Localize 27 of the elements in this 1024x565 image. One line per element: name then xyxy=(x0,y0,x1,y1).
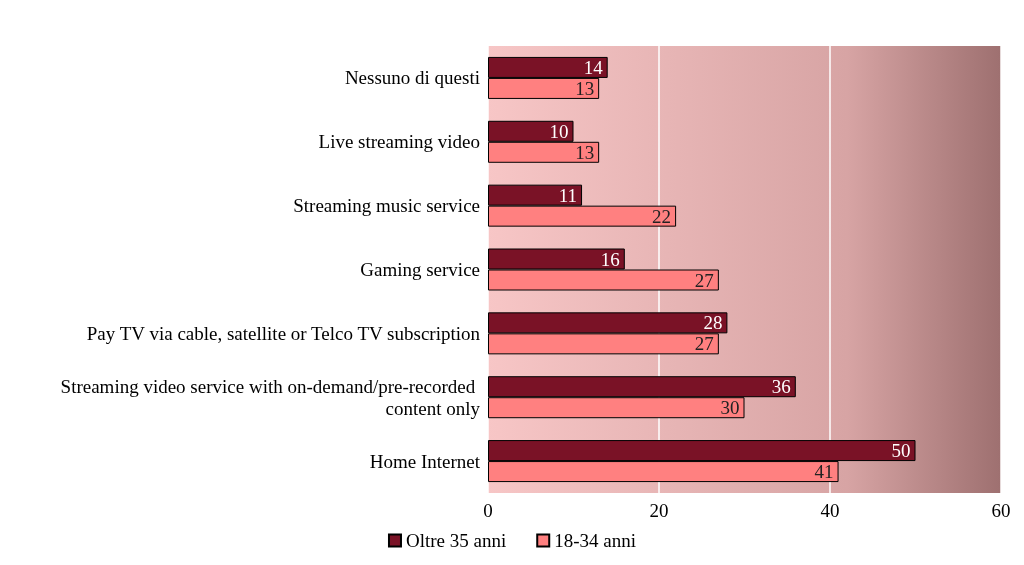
x-tick-label: 40 xyxy=(820,500,840,521)
data-label: 36 xyxy=(771,376,791,398)
data-label: 27 xyxy=(694,333,714,355)
data-label: 16 xyxy=(600,248,620,270)
x-tick-label: 60 xyxy=(991,500,1011,521)
data-label: 50 xyxy=(891,440,911,462)
data-label: 10 xyxy=(549,120,569,142)
data-label: 22 xyxy=(652,205,672,227)
data-label: 41 xyxy=(814,461,834,483)
data-label: 28 xyxy=(703,312,723,334)
data-label: 11 xyxy=(558,184,578,206)
legend-label: 18-34 anni xyxy=(554,530,637,551)
y-tick-label: Nessuno di questi xyxy=(344,67,480,89)
data-label: 30 xyxy=(720,397,740,419)
data-label: 13 xyxy=(575,141,595,163)
data-label: 14 xyxy=(583,56,604,78)
y-tick-label: Streaming music service xyxy=(293,195,480,217)
x-tick-label: 0 xyxy=(483,500,493,521)
y-tick-label: Home Internet xyxy=(369,450,481,472)
data-label: 13 xyxy=(575,77,595,99)
data-label: 27 xyxy=(694,269,714,291)
x-tick-label: 20 xyxy=(649,500,669,521)
y-tick-label: Gaming service xyxy=(360,259,480,280)
y-tick-label: Streaming video service with on-demand/pre-recorded content only xyxy=(60,375,481,419)
y-tick-label: Pay TV via cable, satellite or Telco TV subscription xyxy=(86,322,481,344)
y-tick-label: Live streaming video xyxy=(318,131,480,153)
legend-label: Oltre 35 anni xyxy=(405,530,507,551)
